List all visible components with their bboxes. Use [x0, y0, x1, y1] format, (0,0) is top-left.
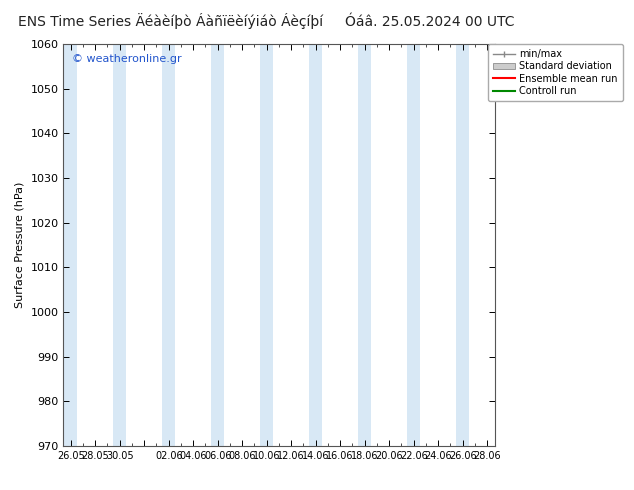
Bar [162, 44, 176, 446]
Bar [407, 44, 420, 446]
Bar [358, 44, 372, 446]
Text: © weatheronline.gr: © weatheronline.gr [72, 54, 182, 64]
Bar [260, 44, 273, 446]
Y-axis label: Surface Pressure (hPa): Surface Pressure (hPa) [15, 182, 25, 308]
Bar [456, 44, 469, 446]
Bar [211, 44, 224, 446]
Text: ENS Time Series Äéàèíþò Áàñïëèíýiáò Áèçíþí     Óáâ. 25.05.2024 00 UTC: ENS Time Series Äéàèíþò Áàñïëèíýiáò Áèçí… [18, 12, 515, 29]
Bar [113, 44, 126, 446]
Legend: min/max, Standard deviation, Ensemble mean run, Controll run: min/max, Standard deviation, Ensemble me… [488, 44, 623, 101]
Bar [309, 44, 323, 446]
Bar [64, 44, 77, 446]
